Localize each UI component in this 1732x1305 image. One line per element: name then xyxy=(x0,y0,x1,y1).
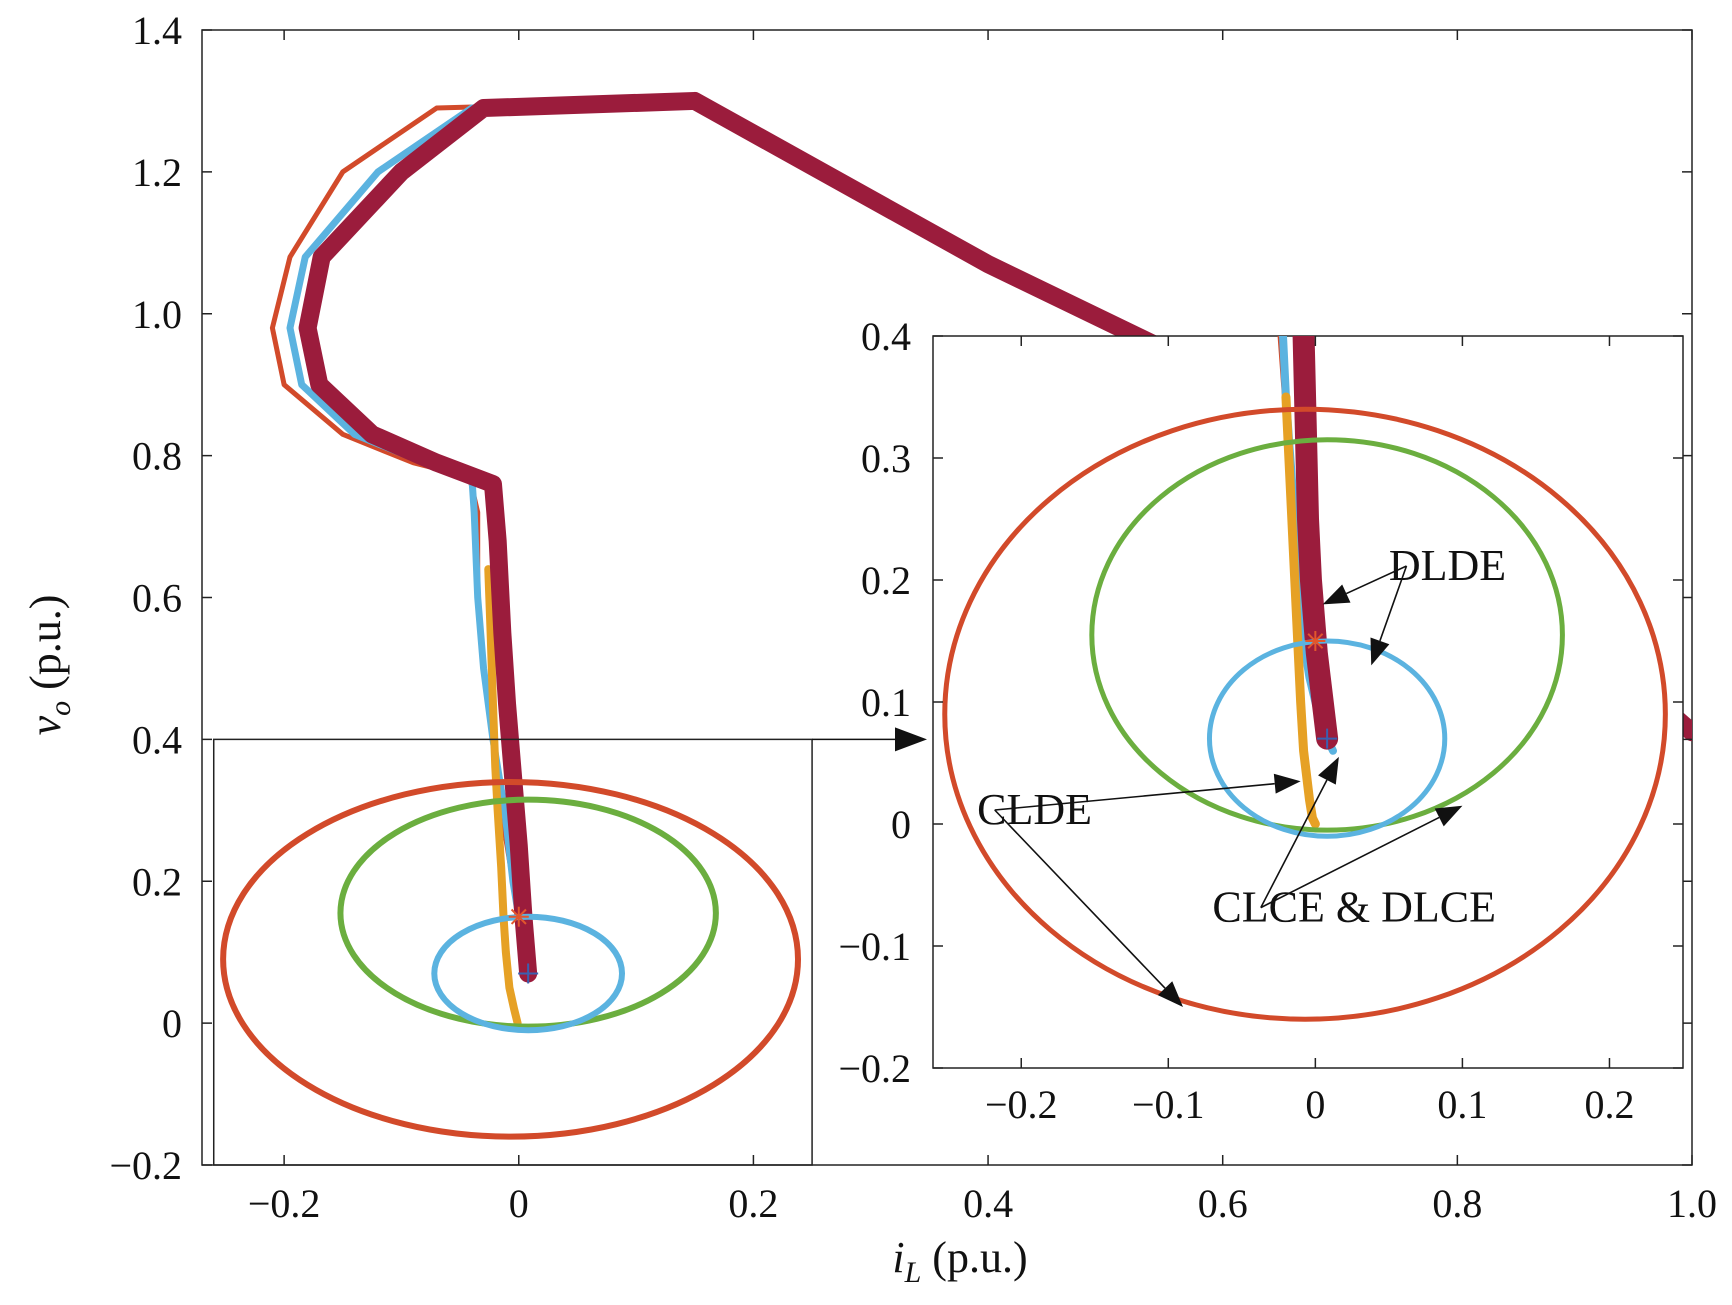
y-axis-label-sub: o xyxy=(44,701,77,716)
main-plot-equilibrium-marker-0 xyxy=(508,906,529,927)
inset-plot-ytick-label: −0.1 xyxy=(838,924,911,969)
main-plot-ytick-label: 0.6 xyxy=(132,576,182,621)
zoom-connector-arrowhead xyxy=(895,727,927,752)
inset-plot-trajectory-2 xyxy=(1281,392,1320,829)
inset-plot-xtick-label: −0.1 xyxy=(1132,1082,1205,1127)
annotation-arrow xyxy=(1157,981,1183,1007)
inset-plot-equilibrium-marker-1 xyxy=(1317,728,1338,749)
main-plot-ytick-label: 1.4 xyxy=(132,8,182,53)
main-plot-ytick-label: 0 xyxy=(162,1001,182,1046)
main-plot-xtick-label: 0 xyxy=(509,1181,529,1226)
inset-plot-trajectory-3 xyxy=(1292,336,1339,750)
zoom-rectangle xyxy=(212,738,813,1166)
x-axis-label-base: i xyxy=(892,1233,904,1282)
main-plot-trajectory-2 xyxy=(484,565,522,1028)
annotation-arrow xyxy=(1370,637,1390,666)
main-plot-trajectory-3 xyxy=(298,91,1692,983)
inset-plot-ytick-label: 0.1 xyxy=(861,680,911,725)
inset-plot: −0.2 −0.1 0 0.1 0.2 −0.2 −0.1 0 0.1 0.2 0.3 0.4 DLDE… xyxy=(838,314,1684,1127)
zoom-region-box xyxy=(212,727,927,1166)
main-plot-xtick-label: −0.2 xyxy=(248,1181,321,1226)
main-plot-xtick-label: 1.0 xyxy=(1667,1181,1717,1226)
annotation-label: CLCE & DLCE xyxy=(1212,883,1496,932)
inset-plot-data xyxy=(942,336,1668,1022)
annotation-arrow xyxy=(1318,756,1339,785)
annotation-label: DLDE xyxy=(1389,541,1506,590)
inset-plot-ytick-label: 0.2 xyxy=(861,558,911,603)
inset-plot-equilibrium-marker-0 xyxy=(1305,631,1326,651)
inset-plot-annotation-1: CLDE xyxy=(977,773,1301,1007)
main-plot-ytick-label: 0.2 xyxy=(132,859,182,904)
inset-plot-xtick-label: 0.2 xyxy=(1584,1082,1634,1127)
main-plot-xtick-label: 0.6 xyxy=(1198,1181,1248,1226)
main-plot-xtick-label: 0.4 xyxy=(963,1181,1013,1226)
main-plot-ytick-label: 1.0 xyxy=(132,292,182,337)
inset-plot-ytick-label: 0 xyxy=(891,802,911,847)
main-plot-data xyxy=(220,91,1692,1140)
inset-plot-ytick-label: 0.4 xyxy=(861,314,911,359)
main-plot-ytick-label: −0.2 xyxy=(109,1143,182,1188)
annotation-arrow xyxy=(1273,773,1301,794)
x-axis-label-sub: L xyxy=(904,1256,922,1289)
main-plot-ytick-label: 0.8 xyxy=(132,434,182,479)
inset-plot-ytick-label: 0.3 xyxy=(861,436,911,481)
inset-plot-xtick-label: −0.2 xyxy=(985,1082,1058,1127)
main-plot-ytick-label: 0.4 xyxy=(132,717,182,762)
inset-plot-annotation-0: DLDE xyxy=(1322,541,1506,666)
inset-plot-xtick-label: 0 xyxy=(1305,1082,1325,1127)
inset-plot-orbit-6 xyxy=(1206,638,1448,839)
main-plot-xtick-label: 0.8 xyxy=(1432,1181,1482,1226)
annotation-arrow xyxy=(1434,805,1463,827)
annotation-arrow xyxy=(1322,584,1351,605)
inset-plot-orbit-5 xyxy=(1089,437,1565,833)
main-plot-orbit-4 xyxy=(220,778,801,1140)
y-axis-label: vo (p.u.) xyxy=(21,595,77,736)
annotation-label: CLDE xyxy=(977,785,1092,834)
inset-plot-annotation-2: CLCE & DLCE xyxy=(1212,756,1496,932)
x-axis-label: iL (p.u.) xyxy=(892,1233,1027,1289)
main-plot-equilibrium-marker-1 xyxy=(518,963,539,984)
main-plot-orbit-5 xyxy=(337,796,719,1030)
main-plot-xtick-label: 0.2 xyxy=(728,1181,778,1226)
inset-plot-ytick-label: −0.2 xyxy=(838,1046,911,1091)
inset-plot-xtick-label: 0.1 xyxy=(1437,1082,1487,1127)
y-axis-label-unit: (p.u.) xyxy=(21,595,70,701)
main-plot-ytick-label: 1.2 xyxy=(132,150,182,195)
y-axis-label-base: v xyxy=(21,715,70,735)
x-axis-label-unit: (p.u.) xyxy=(921,1233,1027,1282)
inset-plot-orbit-4 xyxy=(942,406,1668,1022)
